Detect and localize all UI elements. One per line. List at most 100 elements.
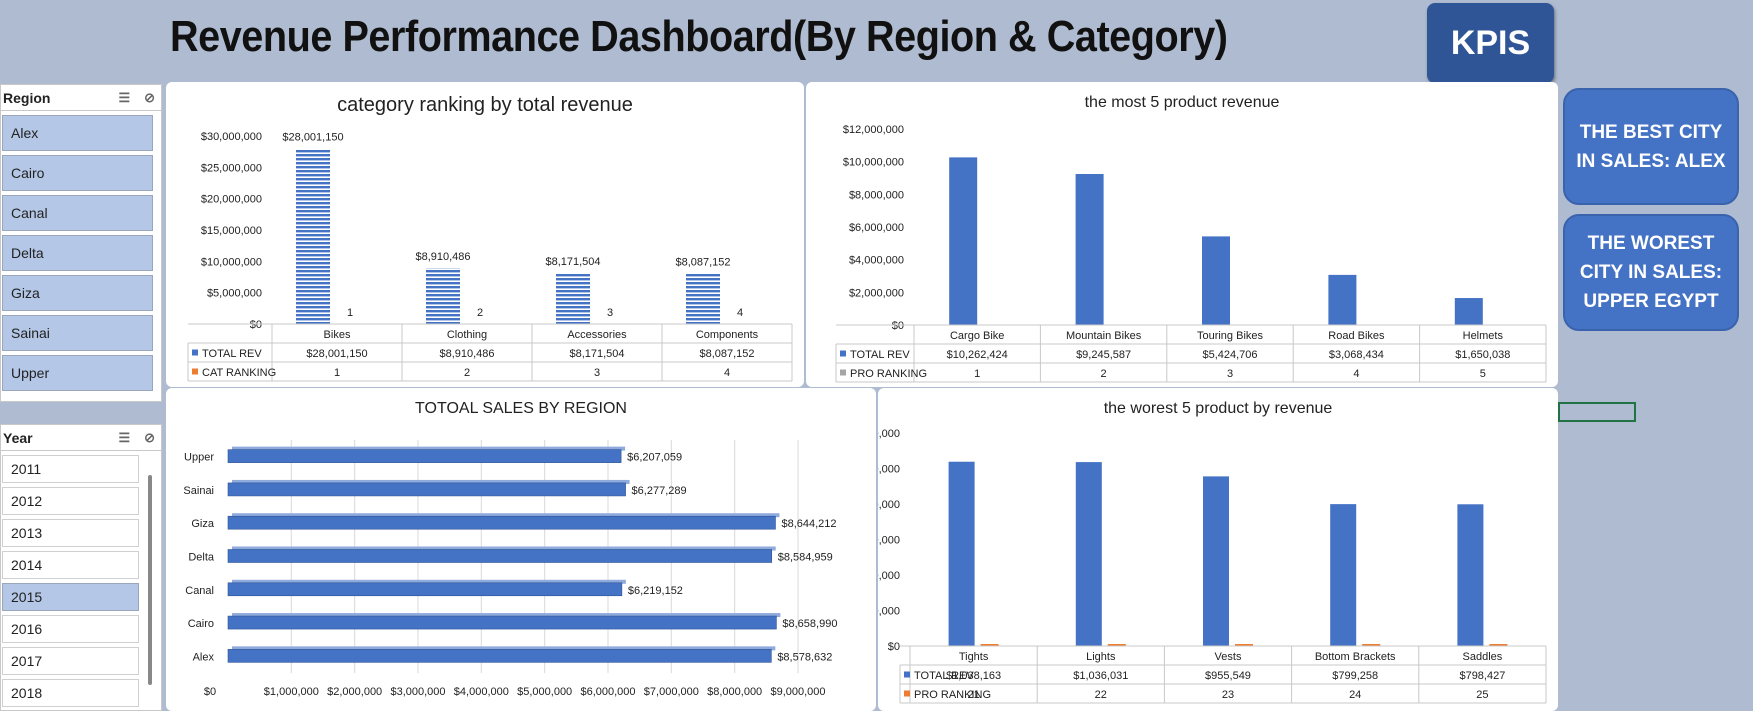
bar-total-rev	[949, 157, 978, 325]
legend-key-rank	[840, 369, 846, 376]
table-cell-rank: 23	[1222, 689, 1234, 701]
y-tick-label: $10,000,000	[201, 256, 262, 268]
bar-top-face	[232, 479, 630, 484]
region-bar	[227, 649, 772, 663]
region-label: Cairo	[188, 618, 214, 630]
slicer-item-year-2013[interactable]: 2013	[2, 519, 139, 547]
table-cell-rank: 1	[334, 367, 340, 379]
region-label: Upper	[184, 452, 214, 464]
page-title: Revenue Performance Dashboard(By Region …	[170, 12, 1228, 61]
slicer-item-region-giza[interactable]: Giza	[2, 275, 153, 311]
bar-rank	[1489, 644, 1508, 646]
category-label: Lights	[1086, 651, 1116, 663]
slicer-item-year-2018[interactable]: 2018	[2, 679, 139, 707]
table-cell-rank: 24	[1349, 689, 1361, 701]
region-chart-title: TOTOAL SALES BY REGION	[415, 400, 627, 417]
category-label: Mountain Bikes	[1066, 330, 1142, 342]
y-tick-label: $0	[892, 320, 904, 332]
worst5-chart-panel: the worest 5 product by revenue $0 $200,0…	[878, 388, 1558, 711]
table-cell-total-rev: $28,001,150	[306, 348, 367, 360]
bar-value-label: $8,171,504	[545, 256, 600, 268]
top5-chart: $0 $2,000,000 $4,000,000 $6,000,000 $8,000,0…	[835, 124, 1547, 383]
bar-rank	[980, 644, 999, 646]
legend-label-rank: CAT RANKING	[202, 367, 276, 379]
year-slicer: Year ☰ ⊘ 2011 2012 2013 2014 2015 2016 2017 201…	[0, 424, 162, 711]
table-cell-rank: 3	[594, 367, 600, 379]
category-label: Clothing	[447, 329, 487, 341]
slicer-item-region-sainai[interactable]: Sainai	[2, 315, 153, 351]
legend-label-total-rev: TOTAL REV	[850, 349, 910, 361]
legend-key-rank	[192, 368, 198, 375]
clear-filter-icon[interactable]: ⊘	[144, 90, 155, 105]
region-label: Delta	[188, 552, 215, 564]
slicer-item-year-2016[interactable]: 2016	[2, 615, 139, 643]
region-value-label: $8,584,959	[778, 552, 833, 564]
y-tick-label: $8,000,000	[849, 189, 904, 201]
slicer-item-region-upper[interactable]: Upper	[2, 355, 153, 391]
legend-label-rank: PRO RANKING	[914, 689, 991, 701]
y-tick-label: $12,000,000	[843, 124, 904, 136]
slicer-item-year-2017[interactable]: 2017	[2, 647, 139, 675]
category-label: Cargo Bike	[950, 330, 1004, 342]
slicer-item-year-2014[interactable]: 2014	[2, 551, 139, 579]
bar-total-rev	[1202, 236, 1230, 325]
slicer-item-year-2015[interactable]: 2015	[2, 583, 139, 611]
slicer-item-year-2012[interactable]: 2012	[2, 487, 139, 515]
table-cell-rank: 4	[724, 367, 730, 379]
bar-rank	[1362, 644, 1381, 646]
bar-total-rev	[1075, 173, 1104, 325]
table-cell-total-rev: $5,424,706	[1202, 349, 1257, 361]
legend-key-total-rev	[840, 350, 846, 357]
slicer-item-region-delta[interactable]: Delta	[2, 235, 153, 271]
region-value-label: $8,578,632	[777, 651, 832, 663]
top5-chart-panel: the most 5 product revenue $0 $2,000,000 $…	[806, 82, 1558, 387]
bar-top-face	[232, 613, 781, 618]
kpi-card-best-city: THE BEST CITY IN SALES: ALEX	[1563, 88, 1739, 205]
legend-label-total-rev: TOTAL REV	[202, 348, 262, 360]
table-cell-total-rev: $10,262,424	[947, 349, 1008, 361]
table-cell-total-rev: $955,549	[1205, 670, 1251, 682]
slicer-item-region-canal[interactable]: Canal	[2, 195, 153, 231]
bar-total-rev	[1454, 298, 1483, 325]
bar-top-face	[232, 646, 776, 651]
x-tick-label: $3,000,000	[390, 686, 445, 698]
region-value-label: $8,644,212	[781, 518, 836, 530]
bar-value-label: $28,001,150	[282, 132, 343, 144]
clear-filter-icon[interactable]: ⊘	[144, 430, 155, 445]
category-label: Touring Bikes	[1197, 330, 1264, 342]
region-value-label: $8,658,990	[782, 618, 837, 630]
slicer-item-region-cairo[interactable]: Cairo	[2, 155, 153, 191]
multi-select-icon[interactable]: ☰	[118, 90, 131, 105]
y-tick-label: $6,000,000	[849, 222, 904, 234]
region-value-label: $6,277,289	[632, 485, 687, 497]
bar-top-face	[232, 546, 776, 551]
kpis-button[interactable]: KPIS	[1427, 3, 1554, 83]
selected-cell[interactable]	[1558, 402, 1636, 422]
region-value-label: $6,219,152	[628, 585, 683, 597]
multi-select-icon[interactable]: ☰	[118, 430, 131, 445]
table-cell-total-rev: $799,258	[1332, 670, 1378, 682]
bar-total-rev	[948, 461, 975, 646]
legend-label-rank: PRO RANKING	[850, 368, 927, 380]
x-tick-label: $1,000,000	[264, 686, 319, 698]
bar-total-rev	[426, 268, 460, 324]
bar-top-face	[232, 446, 626, 451]
bar-top-face	[232, 513, 780, 518]
region-bar	[227, 549, 773, 563]
category-chart: $0 $5,000,000 $10,000,000 $15,000,000 $20,00…	[187, 131, 793, 382]
category-label: Vests	[1215, 651, 1242, 663]
y-tick-label: $2,000,000	[849, 287, 904, 299]
bar-total-rev	[1330, 504, 1357, 646]
region-bar	[227, 449, 622, 463]
year-slicer-scrollbar[interactable]	[148, 475, 152, 685]
table-cell-rank: 21	[967, 689, 979, 701]
table-cell-total-rev: $8,087,152	[699, 348, 754, 360]
slicer-item-year-2011[interactable]: 2011	[2, 455, 139, 483]
legend-key-total-rev	[904, 671, 910, 678]
category-label: Components	[696, 329, 759, 341]
region-slicer-header: Region ☰ ⊘	[1, 85, 161, 111]
y-tick-label: $20,000,000	[201, 194, 262, 206]
slicer-item-region-alex[interactable]: Alex	[2, 115, 153, 151]
table-cell-rank: 3	[1227, 368, 1233, 380]
year-slicer-header: Year ☰ ⊘	[1, 425, 161, 451]
